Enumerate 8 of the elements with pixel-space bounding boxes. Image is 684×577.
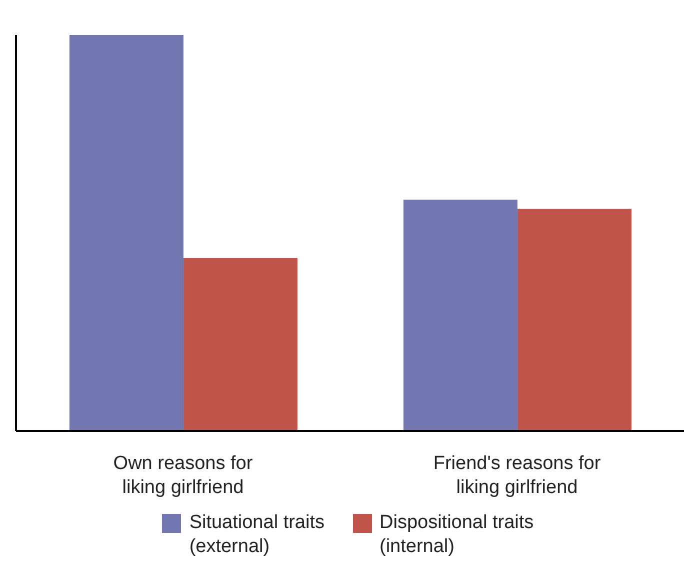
bar xyxy=(183,258,298,431)
bar xyxy=(69,35,184,431)
bar xyxy=(403,200,518,431)
legend-label: Situational traits (external) xyxy=(189,511,324,559)
legend-label: Dispositional traits (internal) xyxy=(380,511,534,559)
x-tick-label: Own reasons for liking girlfriend xyxy=(113,453,254,498)
bar xyxy=(517,208,632,431)
x-tick-label: Friend's reasons for liking girlfriend xyxy=(433,453,602,498)
